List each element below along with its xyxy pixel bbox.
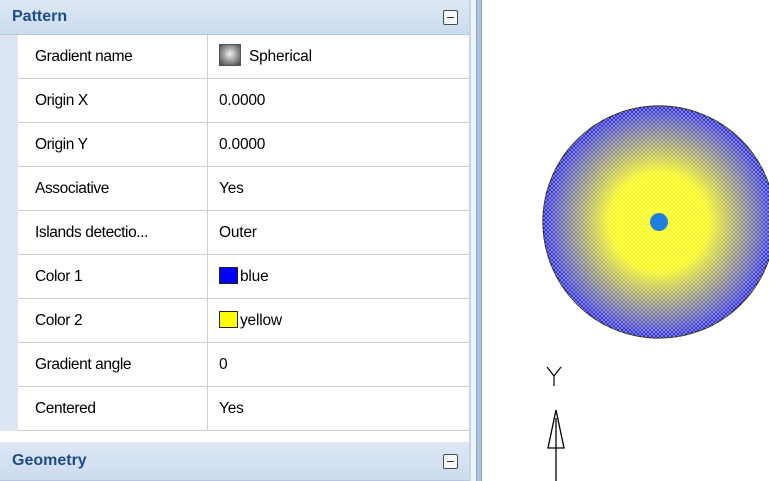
drawing-svg[interactable] (498, 0, 769, 481)
splitter-gap (482, 0, 498, 481)
row-gutter (0, 343, 18, 387)
gradient-spherical-icon (219, 44, 241, 67)
property-label: Gradient angle (18, 343, 208, 387)
collapse-icon[interactable] (443, 454, 458, 469)
property-row-origin-x[interactable]: Origin X 0.0000 (0, 79, 469, 123)
property-label: Gradient name (18, 35, 208, 79)
property-row-color-2[interactable]: Color 2 yellow (0, 299, 469, 343)
property-row-origin-y[interactable]: Origin Y 0.0000 (0, 123, 469, 167)
property-value-islands-detection[interactable]: Outer (219, 224, 257, 241)
color-swatch-blue (219, 266, 238, 284)
property-row-centered[interactable]: Centered Yes (0, 387, 469, 431)
row-gutter (0, 79, 18, 123)
property-row-gradient-name[interactable]: Gradient name Spherical (0, 35, 469, 79)
property-value-origin-x[interactable]: 0.0000 (219, 92, 266, 109)
property-value-color-2[interactable]: yellow (208, 299, 469, 343)
row-gutter (0, 211, 18, 255)
property-value-associative[interactable]: Yes (219, 180, 244, 197)
geometry-section-title: Geometry (12, 452, 87, 469)
property-row-islands-detection[interactable]: Islands detectio... Outer (0, 211, 469, 255)
property-label: Origin Y (18, 123, 208, 167)
property-row-gradient-angle[interactable]: Gradient angle 0 (0, 343, 469, 387)
property-value-centered[interactable]: Yes (219, 400, 244, 417)
color-1-text: blue (240, 268, 269, 285)
gradient-name-text: Spherical (249, 48, 312, 65)
property-row-associative[interactable]: Associative Yes (0, 167, 469, 211)
property-value-color-1[interactable]: blue (208, 255, 469, 299)
row-gutter (0, 299, 18, 343)
property-value-gradient-angle[interactable]: 0 (219, 356, 228, 373)
property-value-gradient-name[interactable]: Spherical (208, 35, 469, 79)
center-grip-marker[interactable] (650, 213, 668, 231)
pattern-section-title: Pattern (12, 8, 68, 25)
property-label: Islands detectio... (18, 211, 208, 255)
properties-panel: Pattern Gradient name Spherical Origin X… (0, 0, 469, 481)
panel-splitter[interactable] (469, 0, 498, 481)
drawing-canvas[interactable] (498, 0, 769, 481)
splitter-handle[interactable] (476, 0, 482, 481)
geometry-section-header[interactable]: Geometry (0, 442, 469, 481)
row-gutter (0, 255, 18, 299)
property-value-origin-y[interactable]: 0.0000 (219, 136, 266, 153)
pattern-properties-list: Gradient name Spherical Origin X 0.0000 … (0, 35, 469, 431)
property-row-color-1[interactable]: Color 1 blue (0, 255, 469, 299)
pattern-section-header[interactable]: Pattern (0, 0, 469, 35)
collapse-icon[interactable] (443, 10, 458, 25)
color-2-text: yellow (240, 312, 282, 329)
ucs-axis-icon (546, 366, 565, 481)
property-label: Origin X (18, 79, 208, 123)
row-gutter (0, 35, 18, 79)
row-gutter (0, 387, 18, 431)
splitter-edge (469, 0, 471, 481)
property-label: Associative (18, 167, 208, 211)
row-gutter (0, 123, 18, 167)
property-label: Centered (18, 387, 208, 431)
property-label: Color 1 (18, 255, 208, 299)
property-label: Color 2 (18, 299, 208, 343)
color-swatch-yellow (219, 310, 238, 328)
row-gutter (0, 167, 18, 211)
